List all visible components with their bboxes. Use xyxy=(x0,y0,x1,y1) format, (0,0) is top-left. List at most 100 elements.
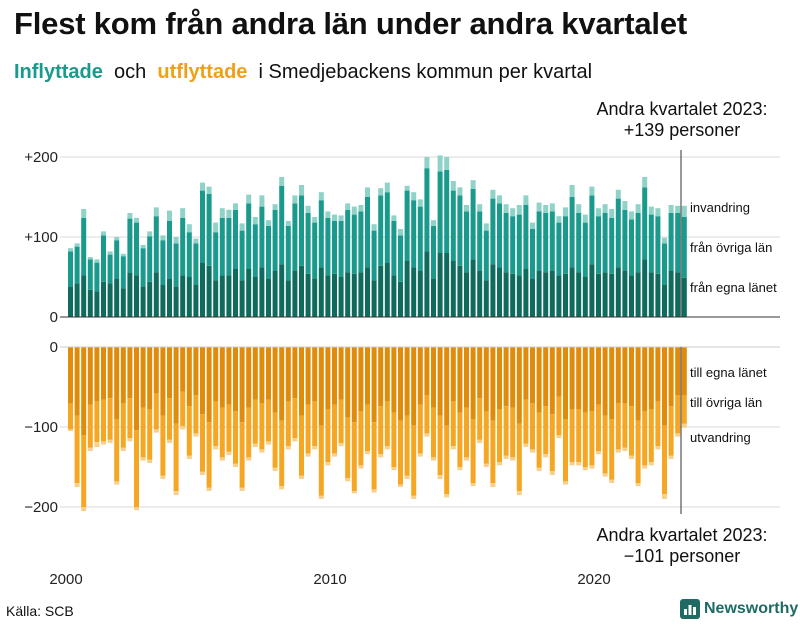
bar-in-imm-51 xyxy=(404,185,410,191)
bar-in-imm-65 xyxy=(497,195,502,204)
bar-in-own-2 xyxy=(81,275,87,317)
bar-out-own-23 xyxy=(219,347,225,408)
bar-in-own-64 xyxy=(490,264,496,317)
bar-in-imm-63 xyxy=(483,223,489,231)
bar-out-own-65 xyxy=(497,347,502,410)
bar-in-other-19 xyxy=(193,243,199,285)
bar-in-other-51 xyxy=(404,190,410,261)
bar-in-other-63 xyxy=(483,230,489,281)
bar-in-other-1 xyxy=(74,246,80,284)
bar-out-other-78 xyxy=(582,412,588,467)
bar-out-emig-49 xyxy=(391,467,397,471)
bar-out-own-47 xyxy=(378,347,384,407)
bar-in-own-43 xyxy=(351,273,357,317)
bar-out-own-18 xyxy=(186,347,192,407)
bar-in-imm-17 xyxy=(180,208,186,218)
bar-in-imm-8 xyxy=(120,253,126,257)
bar-out-own-9 xyxy=(127,347,133,399)
bar-in-imm-58 xyxy=(450,181,456,191)
bar-in-own-7 xyxy=(114,278,120,317)
bar-in-imm-56 xyxy=(437,155,443,172)
annotation-bottom-line2: −101 personer xyxy=(624,546,741,566)
bar-in-other-88 xyxy=(648,214,654,273)
bar-in-own-21 xyxy=(206,265,212,317)
bar-out-emig-74 xyxy=(556,435,562,439)
bar-out-emig-45 xyxy=(365,451,370,455)
bar-in-own-54 xyxy=(424,251,430,317)
x-tick-2000: 2000 xyxy=(49,571,82,588)
bar-out-own-89 xyxy=(655,347,661,402)
bar-out-other-59 xyxy=(457,412,463,467)
bar-out-own-71 xyxy=(536,347,542,413)
bar-in-other-28 xyxy=(252,224,258,277)
bar-in-other-67 xyxy=(510,216,516,274)
bar-out-other-25 xyxy=(233,411,238,464)
bar-out-own-93 xyxy=(681,347,687,395)
bar-in-other-49 xyxy=(391,221,397,276)
bar-in-own-55 xyxy=(431,278,436,317)
bar-in-own-33 xyxy=(285,280,291,317)
bar-out-own-67 xyxy=(510,347,516,408)
bar-out-other-80 xyxy=(596,404,601,451)
bar-out-emig-17 xyxy=(180,426,186,430)
bar-out-emig-33 xyxy=(285,446,291,450)
bar-in-own-73 xyxy=(549,270,555,317)
bar-in-other-79 xyxy=(589,195,595,265)
bar-out-own-38 xyxy=(318,347,324,426)
bar-out-emig-56 xyxy=(437,475,443,479)
bar-out-other-81 xyxy=(602,415,608,474)
bar-out-other-72 xyxy=(543,406,549,455)
bar-in-own-47 xyxy=(378,265,384,317)
bar-out-own-20 xyxy=(200,347,205,415)
bar-in-other-17 xyxy=(180,217,186,276)
bar-in-own-79 xyxy=(589,264,595,317)
bar-in-other-16 xyxy=(173,243,179,287)
bar-out-other-53 xyxy=(417,404,423,454)
bar-out-emig-60 xyxy=(464,457,469,461)
bar-out-own-79 xyxy=(589,347,595,411)
bar-in-own-77 xyxy=(576,272,582,317)
bar-in-own-75 xyxy=(563,273,568,317)
bar-out-emig-78 xyxy=(582,467,588,471)
bar-out-other-54 xyxy=(424,395,430,434)
bar-out-other-4 xyxy=(94,401,100,443)
bar-out-emig-57 xyxy=(444,494,450,498)
bar-in-other-33 xyxy=(285,225,291,281)
bar-out-other-85 xyxy=(629,406,634,456)
bar-in-other-86 xyxy=(635,213,641,273)
bar-out-own-81 xyxy=(602,347,608,416)
bar-out-other-31 xyxy=(272,412,278,468)
label-till-ovriga-lan: till övriga län xyxy=(690,395,762,410)
bar-in-other-3 xyxy=(87,259,93,290)
bar-in-imm-18 xyxy=(186,224,192,233)
bar-out-other-14 xyxy=(160,415,166,476)
bar-out-own-74 xyxy=(556,347,562,397)
bar-out-emig-65 xyxy=(497,462,502,466)
bar-out-emig-20 xyxy=(200,471,205,475)
bar-in-own-68 xyxy=(516,275,522,317)
bar-in-imm-88 xyxy=(648,206,654,215)
bar-in-imm-44 xyxy=(358,205,364,212)
bar-out-other-47 xyxy=(378,406,384,455)
bar-out-own-84 xyxy=(622,347,628,403)
bar-in-own-40 xyxy=(332,273,337,317)
bar-in-imm-28 xyxy=(252,217,258,225)
bar-in-own-36 xyxy=(305,273,311,317)
bar-out-other-65 xyxy=(497,409,502,463)
bar-out-other-18 xyxy=(186,406,192,456)
bar-in-own-60 xyxy=(464,272,469,317)
bar-in-own-82 xyxy=(609,273,615,317)
bar-in-other-55 xyxy=(431,225,436,279)
outflow-bars xyxy=(68,347,687,511)
bar-in-other-7 xyxy=(114,240,120,279)
bar-out-other-70 xyxy=(530,403,535,450)
bar-in-imm-19 xyxy=(193,238,199,244)
bar-in-own-0 xyxy=(68,286,73,317)
bar-out-own-8 xyxy=(120,347,126,403)
bar-in-other-29 xyxy=(259,206,265,268)
bar-out-other-24 xyxy=(226,404,232,452)
bar-in-imm-25 xyxy=(233,203,238,210)
bar-in-other-84 xyxy=(622,209,628,271)
bar-in-other-89 xyxy=(655,216,661,274)
